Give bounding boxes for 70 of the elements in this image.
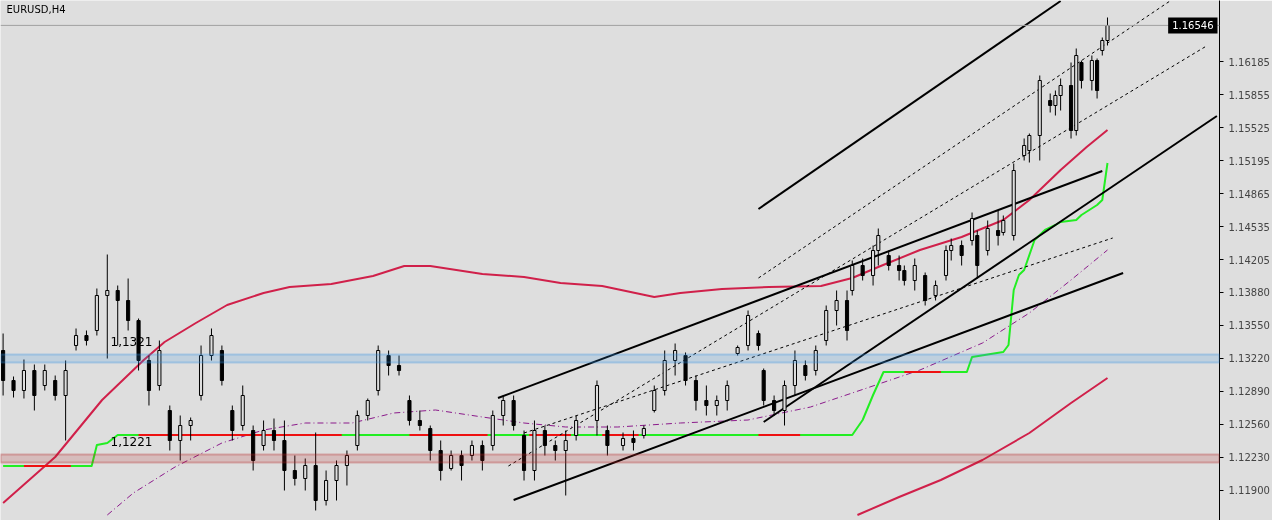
candlestick <box>813 345 818 376</box>
band-label: 1,1221 <box>110 434 153 449</box>
candlestick <box>292 455 297 486</box>
candlestick <box>449 450 454 471</box>
y-tick-label: 1.15855 <box>1228 89 1270 101</box>
candlestick <box>105 254 110 359</box>
line-series <box>856 377 1109 516</box>
candlestick <box>673 343 678 376</box>
candlestick <box>459 450 464 481</box>
candlestick <box>324 470 329 506</box>
candlestick <box>407 395 412 426</box>
candlestick <box>334 460 339 501</box>
candlestick <box>438 440 443 481</box>
candlestick <box>886 250 891 271</box>
candlestick <box>933 280 938 301</box>
candlestick <box>209 328 214 361</box>
y-tick-label: 1.15525 <box>1228 122 1270 134</box>
candlestick <box>261 420 266 451</box>
candlestick <box>959 240 964 266</box>
line-series <box>106 249 1108 516</box>
y-tick-label: 1.12890 <box>1228 386 1270 397</box>
candlestick <box>704 385 709 416</box>
y-tick-label: 1.15195 <box>1228 155 1270 167</box>
candlestick <box>188 417 193 441</box>
y-tick-label: 1.11900 <box>1228 485 1270 496</box>
y-tick-label: 1.14865 <box>1228 188 1270 200</box>
candlestick <box>834 290 839 326</box>
candlestick <box>714 395 719 416</box>
candlestick <box>126 278 131 331</box>
candlestick <box>417 410 422 431</box>
candlestick <box>303 458 308 491</box>
candlestick <box>53 375 58 401</box>
candlestick <box>620 432 626 451</box>
candlestick <box>772 395 777 416</box>
candlestick <box>756 330 761 351</box>
y-tick-label: 1.13550 <box>1228 320 1270 331</box>
candlestick <box>860 258 865 281</box>
line-series <box>2 129 1109 504</box>
candlestick <box>469 440 475 461</box>
candlestick <box>428 425 433 461</box>
candlestick <box>553 440 558 461</box>
candlestick <box>73 328 79 351</box>
candlestick <box>693 375 699 411</box>
candlestick <box>344 450 349 486</box>
candlestick <box>912 258 917 291</box>
y-tick-label: 1.13220 <box>1228 353 1270 364</box>
candlestick <box>985 220 990 256</box>
y-tick-label: 1.16185 <box>1228 56 1270 68</box>
candlestick <box>725 380 730 411</box>
y-tick-label: 1.14205 <box>1228 254 1270 266</box>
candlestick <box>605 425 610 456</box>
candlestick <box>396 355 402 376</box>
candlestick <box>271 418 277 451</box>
ref-line-label: 1.16546 <box>1172 20 1214 32</box>
candlestick <box>480 440 485 471</box>
y-tick-label: 1.13880 <box>1228 287 1270 298</box>
y-tick-label: 1.14535 <box>1228 221 1270 233</box>
y-tick-label: 1.12230 <box>1228 452 1270 463</box>
candlestick <box>42 364 47 391</box>
candlestick <box>386 350 391 376</box>
candlestick <box>652 385 657 413</box>
chart-title: EURUSD,H4 <box>6 3 66 15</box>
candlestick <box>230 405 235 441</box>
candlestick <box>365 398 370 421</box>
y-tick-label: 1.12560 <box>1228 419 1270 430</box>
candlestick <box>631 430 636 451</box>
candlestick <box>178 415 183 461</box>
candlestick <box>11 376 16 398</box>
candlestick <box>803 360 808 381</box>
candlestick <box>21 359 27 399</box>
